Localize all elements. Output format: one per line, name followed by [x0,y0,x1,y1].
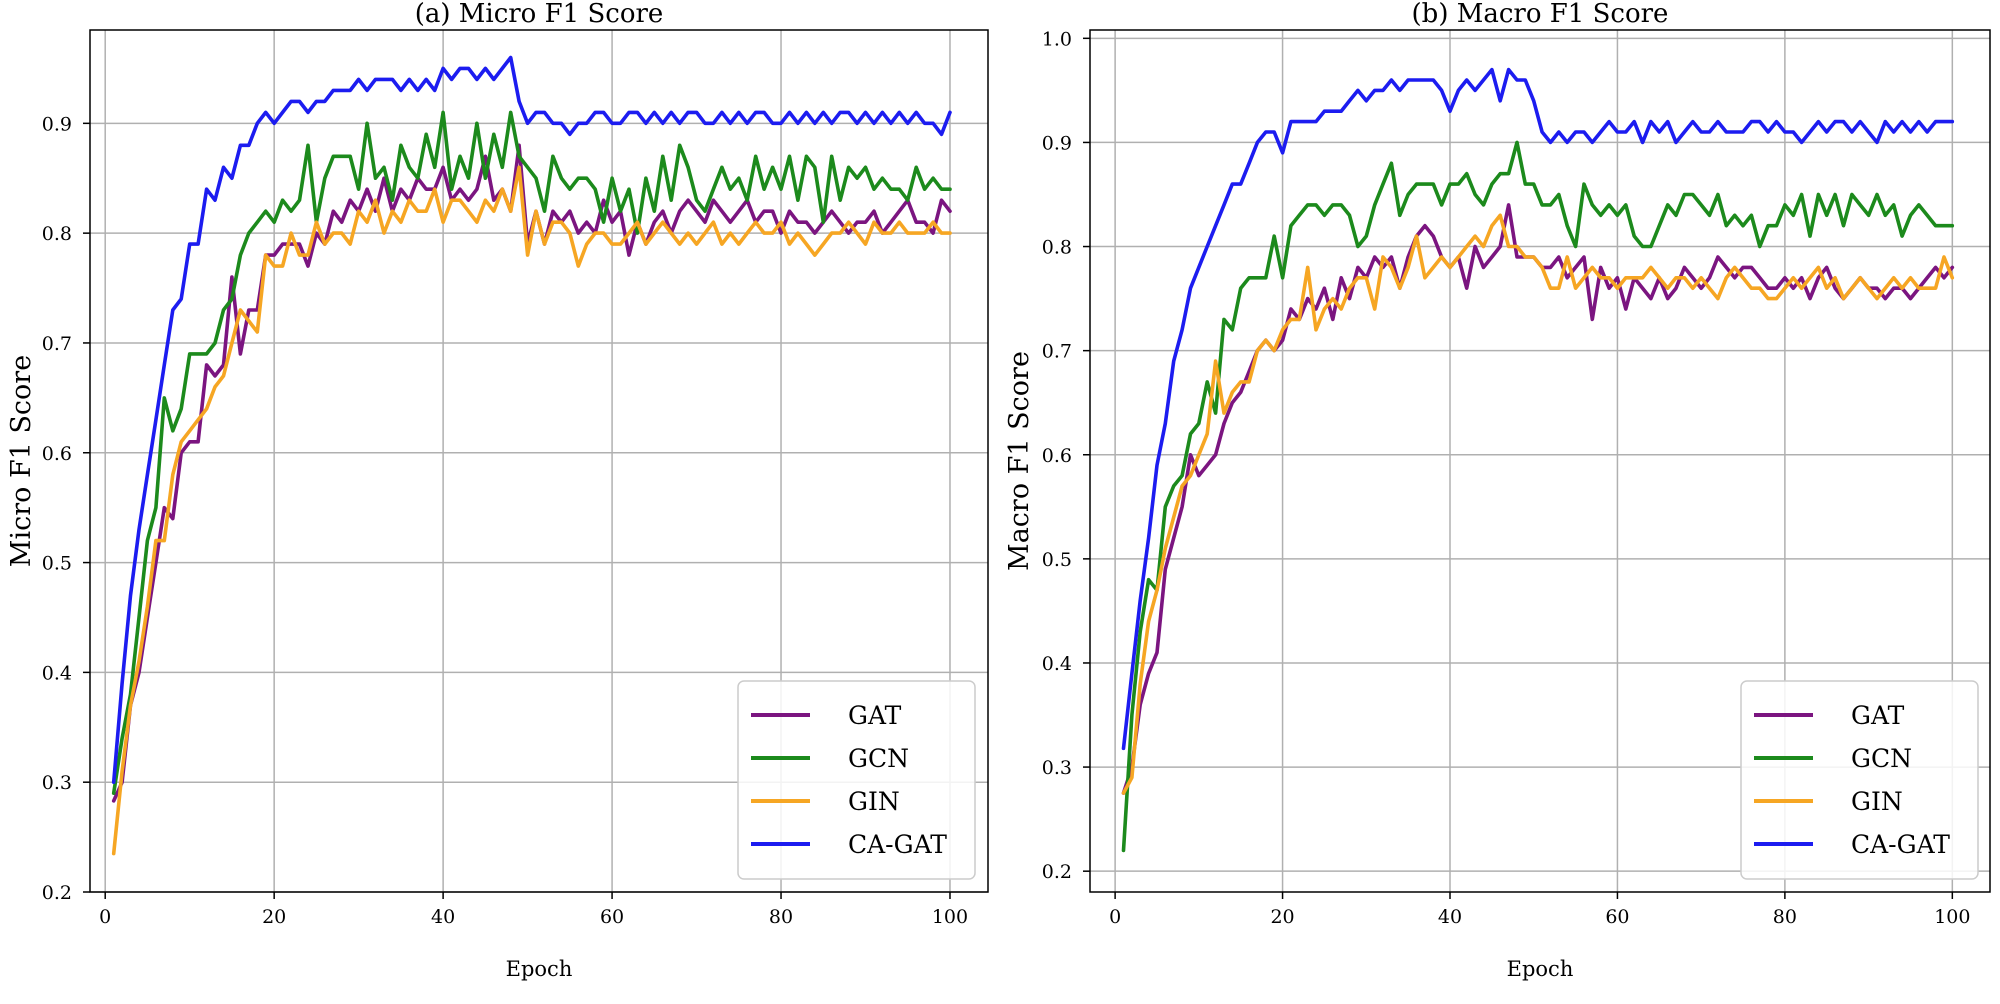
panel-b-legend-label-gat: GAT [1851,701,1905,730]
panel-a-ytick-label: 0.6 [42,443,72,465]
panel-a-ytick-label: 0.9 [42,113,72,135]
panel-b-ytick-label: 0.3 [1042,757,1072,779]
panel-a-xtick-label: 0 [99,906,111,928]
panel-b-legend-label-gcn: GCN [1851,744,1912,773]
panel-b-xtick-label: 0 [1109,906,1121,928]
panel-a-xtick-label: 20 [262,906,286,928]
panel-b-series-gcn [1121,140,1955,853]
panel-b-ytick-label: 0.4 [1042,653,1072,675]
panel-a-xtick-label: 60 [600,906,624,928]
panel-b-title: (b) Macro F1 Score [1412,0,1669,29]
panel-a-chart: 0 20 40 60 80 100 0.2 0.3 0.4 0.5 0.6 0.7 0.8 0.9 (a) … [6,0,989,981]
panel-b-xlabel: Epoch [1507,957,1574,981]
panel-a-ytick-label: 0.8 [42,223,72,245]
panel-a-xlabel: Epoch [506,957,573,981]
panel-b-ytick-label: 0.2 [1042,861,1072,883]
panel-b-series-gin [1121,213,1955,795]
panel-a-ytick-label: 0.4 [42,662,72,684]
panel-b-ytick-label: 0.8 [1042,237,1072,259]
panel-b-xtick-label: 20 [1270,906,1294,928]
panel-a-ytick-label: 0.3 [42,772,72,794]
panel-b-ylabel: Macro F1 Score [1004,351,1035,571]
panel-a-xtick-label: 40 [431,906,455,928]
panel-b-ytick-label: 1.0 [1042,28,1072,50]
panel-a-series-gin [111,165,952,856]
panel-a-legend-box [737,680,976,880]
panel-b-xtick-label: 40 [1438,906,1462,928]
panel-b-legend-label-ca-gat: CA-GAT [1851,830,1950,859]
panel-a-ytick-label: 0.7 [42,333,72,355]
panel-b-ytick-label: 0.7 [1042,341,1072,363]
panel-a-title: (a) Micro F1 Score [415,0,664,29]
panel-b-xtick-label: 100 [1934,906,1970,928]
panel-b-xtick-label: 80 [1773,906,1797,928]
panel-a-ylabel: Micro F1 Score [6,355,37,567]
panel-a-legend-label-ca-gat: CA-GAT [848,830,947,859]
panel-b-chart: 0 20 40 60 80 100 0.2 0.3 0.4 0.5 0.6 0.7 0.8 0.9 1.0 (… [1004,0,1991,981]
panel-b-xtick-label: 60 [1605,906,1629,928]
panel-b-axes-frame [1089,29,1991,893]
panel-a-series-gcn [111,110,952,796]
panel-b-legend: GAT GCN GIN CA-GAT [1740,680,1979,880]
panel-b-ytick-label: 0.5 [1042,549,1072,571]
panel-a-legend-label-gcn: GCN [848,744,909,773]
panel-b-legend-box [1740,680,1979,880]
panel-a-legend-label-gat: GAT [848,701,902,730]
panel-a-legend: GAT GCN GIN CA-GAT [737,680,976,880]
panel-a-xtick-label: 80 [769,906,793,928]
panel-b-legend-label-gin: GIN [1851,787,1903,816]
panel-a-xtick-label: 100 [932,906,968,928]
panel-a-series-ca-gat [111,55,952,785]
panel-a-axes-frame [89,29,989,893]
panel-b-ytick-label: 0.9 [1042,132,1072,154]
panel-a-ytick-label: 0.2 [42,882,72,904]
panel-a-legend-label-gin: GIN [848,787,900,816]
panel-b-series-ca-gat [1121,67,1955,751]
panel-a-ytick-label: 0.5 [42,553,72,575]
panel-b-grid [1090,30,1990,892]
panel-b-ytick-label: 0.6 [1042,445,1072,467]
